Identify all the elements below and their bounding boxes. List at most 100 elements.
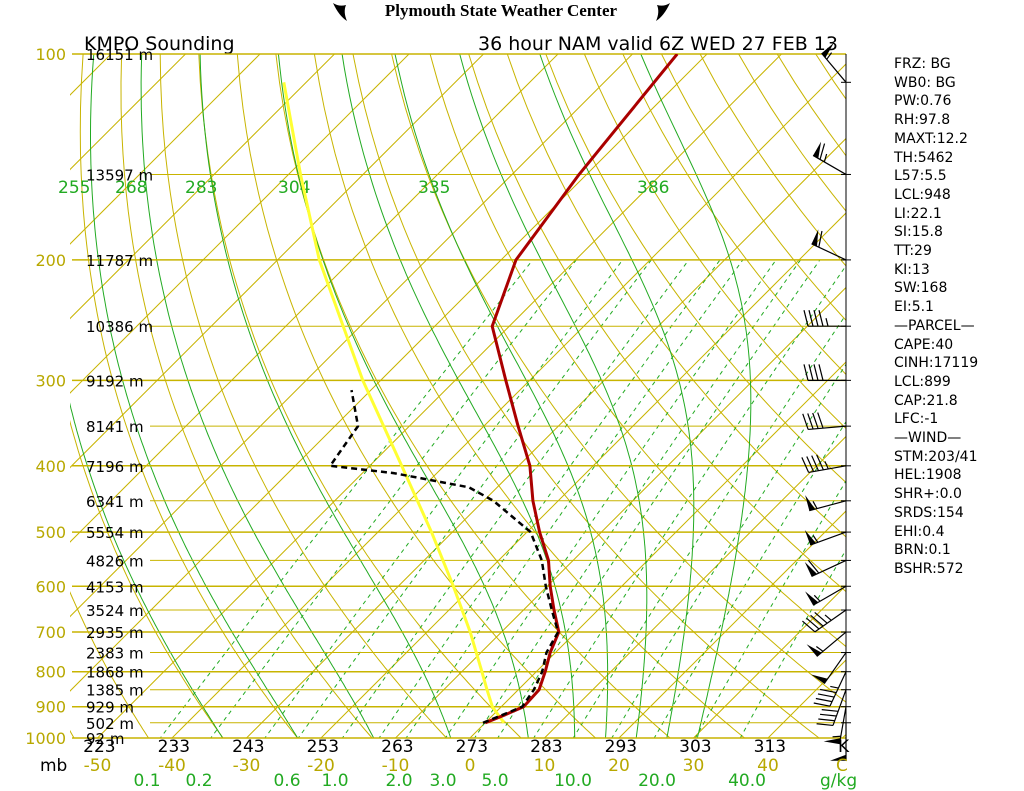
wind-barb-flag <box>819 143 826 160</box>
wind-barb-pennant <box>821 42 834 58</box>
height-label: 5554 m <box>86 524 144 542</box>
index-item: RH:97.8 <box>894 112 951 129</box>
index-item: HEL:1908 <box>894 467 962 484</box>
wind-barb-flag <box>813 702 831 707</box>
mixing-ratio-tick-label: 2.0 <box>385 771 412 791</box>
height-label: 2383 m <box>86 645 144 663</box>
wind-barb <box>821 42 847 83</box>
index-item: L57:5.5 <box>894 168 947 185</box>
height-label: 10386 m <box>86 318 153 336</box>
index-item: STM:203/41 <box>894 448 978 465</box>
index-item: WB0: BG <box>894 74 956 91</box>
mixing-ratio-line <box>474 259 801 738</box>
wind-barb-flag <box>819 688 837 694</box>
wind-barb-shaft <box>808 425 847 431</box>
wind-barb-pennant <box>804 530 816 546</box>
sounding-traces <box>282 54 679 725</box>
dry-adiabat-line <box>275 54 671 738</box>
wind-barb <box>804 530 847 546</box>
pressure-tick-label: 200 <box>35 251 66 270</box>
mixing-ratio-tick-label: 20.0 <box>638 771 676 791</box>
mixing-ratio-line <box>264 259 624 738</box>
wind-barb <box>830 722 847 761</box>
theta-e-label: 283 <box>185 178 217 198</box>
isotherm-line <box>246 137 846 738</box>
wind-barb-flag <box>803 364 809 381</box>
isotherm-line <box>70 54 261 245</box>
index-item: MAXT:12.2 <box>894 130 968 147</box>
height-labels: 16151 m 13597 m 11787 m 10386 m 9192 m 8141 m… <box>86 46 153 748</box>
wind-barb <box>812 141 847 175</box>
kelvin-tick-label: 303 <box>679 737 711 757</box>
pressure-tick-label: 1000 <box>25 729 66 748</box>
kelvin-tick-label: 273 <box>456 737 488 757</box>
left-flag-icon <box>333 3 347 21</box>
index-item: CAPE:40 <box>894 336 954 353</box>
wind-barb-half-flag <box>826 52 833 60</box>
wind-barb-flag <box>807 413 814 430</box>
height-label: 13597 m <box>86 166 153 184</box>
dry-adiabat-line <box>0 54 7 753</box>
dry-adiabat-line <box>545 54 846 484</box>
mixing-ratio-tick-label: 0.2 <box>185 771 212 791</box>
mixing-ratio-line <box>210 259 577 738</box>
wind-barb-shaft <box>808 465 847 473</box>
index-item: SRDS:154 <box>894 504 964 521</box>
isotherm-line <box>70 54 410 394</box>
wind-barb-flag <box>819 713 837 717</box>
celsius-tick-label: 10 <box>534 756 556 776</box>
wind-barb-flag <box>814 611 828 624</box>
theta-e-label: 386 <box>637 178 669 198</box>
celsius-tick-label: -20 <box>307 756 335 776</box>
wind-barb-half-flag <box>813 594 821 602</box>
header: Plymouth State Weather Center KMPO Sound… <box>84 1 838 55</box>
celsius-tick-labels: -50 -40 -30 -20 -10 0 10 20 30 40 <box>84 756 779 776</box>
dry-adiabat-line <box>159 54 448 738</box>
wind-barb-pennant <box>804 561 817 577</box>
index-item: EI:5.1 <box>894 299 934 316</box>
height-label: 6341 m <box>86 493 144 511</box>
dry-adiabat-line <box>583 54 846 430</box>
moist-adiabat-line <box>277 54 529 738</box>
celsius-tick-label: 40 <box>757 756 779 776</box>
height-label: 16151 m <box>86 46 153 64</box>
mixing-ratio-tick-label: 3.0 <box>429 771 456 791</box>
dry-adiabat-line <box>391 54 846 703</box>
wind-barb <box>805 585 847 606</box>
height-label: 9192 m <box>86 372 144 390</box>
wind-barb-pennant <box>811 674 828 684</box>
wind-barb-flag <box>807 559 820 574</box>
mixing-ratio-line <box>653 420 846 738</box>
mixing-ratio-line <box>444 259 777 738</box>
moist-adiabat-line <box>459 54 648 738</box>
isotherm-line <box>469 361 846 738</box>
dry-adiabat-line <box>506 54 846 538</box>
pressure-tick-label: 500 <box>35 523 66 542</box>
wind-barb-flag <box>811 455 819 471</box>
wind-barb <box>803 364 846 381</box>
index-item: BRN:0.1 <box>894 542 951 559</box>
isotherm-line <box>70 54 335 320</box>
moist-adiabat-line <box>140 54 375 738</box>
isotherm-line <box>70 54 559 543</box>
wind-barb-half-flag <box>832 735 841 738</box>
isotherm-line <box>171 63 846 738</box>
wind-barb-shaft <box>811 559 847 578</box>
index-item: CAP:21.8 <box>894 392 958 409</box>
celsius-tick-label: 30 <box>683 756 705 776</box>
celsius-tick-label: -30 <box>233 756 261 776</box>
background-grid <box>0 54 846 753</box>
wind-barb-half-flag <box>812 501 818 509</box>
index-item: TH:5462 <box>894 149 954 166</box>
isotherm-line <box>395 286 846 738</box>
height-label: 502 m <box>86 715 134 733</box>
dry-adiabat-line <box>622 54 846 376</box>
wind-barb-shaft <box>810 531 847 546</box>
mixing-ratio-tick-label: 1.0 <box>321 771 348 791</box>
index-item: FRZ: BG <box>894 56 951 72</box>
wind-barb <box>823 706 847 745</box>
index-item: —WIND— <box>894 430 962 447</box>
dry-adiabat-line <box>429 54 846 648</box>
index-item: SHR+:0.0 <box>894 486 962 503</box>
parcel-trace <box>282 82 506 724</box>
